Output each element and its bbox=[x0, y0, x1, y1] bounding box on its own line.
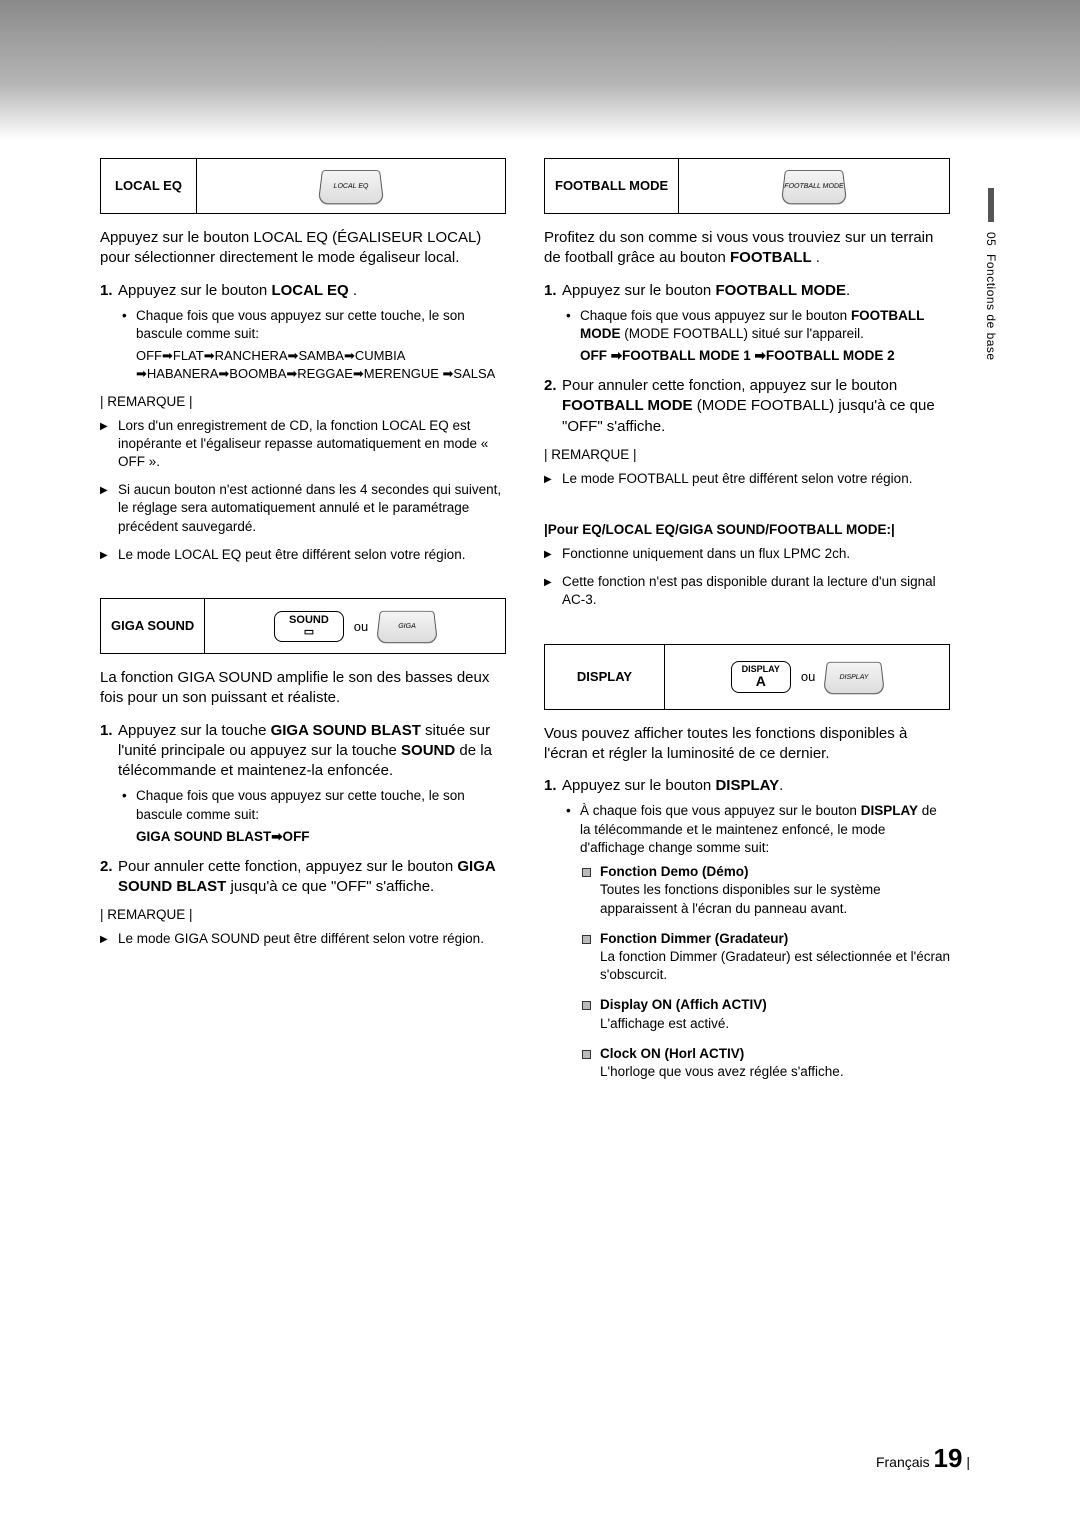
giga-sound-header: GIGA SOUND SOUND ▭ ou GIGA bbox=[100, 598, 506, 654]
display-button-icon: DISPLAY bbox=[823, 662, 885, 694]
chapter-title: Fonctions de base bbox=[984, 254, 998, 361]
giga-sound-note: Le mode GIGA SOUND peut être différent s… bbox=[118, 930, 506, 948]
display-step-1-sub: À chaque fois que vous appuyez sur le bo… bbox=[580, 802, 950, 1081]
local-eq-note: Le mode LOCAL EQ peut être différent sel… bbox=[118, 546, 506, 564]
football-intro: Profitez du son comme si vous vous trouv… bbox=[544, 228, 950, 269]
local-eq-intro: Appuyez sur le bouton LOCAL EQ (ÉGALISEU… bbox=[100, 228, 506, 269]
giga-sound-label: GIGA SOUND bbox=[101, 599, 205, 653]
display-label: DISPLAY bbox=[545, 645, 665, 709]
display-mode-item: Fonction Demo (Démo)Toutes les fonctions… bbox=[600, 863, 950, 918]
page-top-gradient bbox=[0, 0, 1080, 140]
display-remote-button-icon: DISPLAY A bbox=[731, 661, 791, 693]
giga-sound-note-header: | REMARQUE | bbox=[100, 907, 506, 922]
local-eq-note: Lors d'un enregistrement de CD, la fonct… bbox=[118, 417, 506, 472]
local-eq-note-header: | REMARQUE | bbox=[100, 394, 506, 409]
giga-sound-step-1: 1. Appuyez sur la touche GIGA SOUND BLAS… bbox=[118, 721, 506, 847]
or-text: ou bbox=[801, 669, 815, 684]
football-note: Le mode FOOTBALL peut être différent sel… bbox=[562, 470, 950, 488]
local-eq-step-1-sub: Chaque fois que vous appuyez sur cette t… bbox=[136, 307, 506, 384]
local-eq-sequence: OFF➡FLAT➡RANCHERA➡SAMBA➡CUMBIA ➡HABANERA… bbox=[136, 347, 506, 383]
giga-sound-button-icon: GIGA bbox=[376, 611, 438, 643]
giga-sound-sequence: GIGA SOUND BLAST➡OFF bbox=[136, 828, 506, 847]
football-step-1-sub: Chaque fois que vous appuyez sur le bout… bbox=[580, 307, 950, 366]
local-eq-label: LOCAL EQ bbox=[101, 159, 197, 213]
sound-remote-button-icon: SOUND ▭ bbox=[274, 611, 344, 642]
giga-sound-intro: La fonction GIGA SOUND amplifie le son d… bbox=[100, 668, 506, 709]
football-note-header: | REMARQUE | bbox=[544, 447, 950, 462]
display-mode-item: Clock ON (Horl ACTIV)L'horloge que vous … bbox=[600, 1045, 950, 1081]
combined-header: |Pour EQ/LOCAL EQ/GIGA SOUND/FOOTBALL MO… bbox=[544, 522, 950, 537]
chapter-side-tab: 05 Fonctions de base bbox=[982, 188, 1000, 368]
display-step-1: 1. Appuyez sur le bouton DISPLAY. À chaq… bbox=[562, 776, 950, 1081]
display-mode-item: Fonction Dimmer (Gradateur)La fonction D… bbox=[600, 930, 950, 985]
giga-sound-step-2: 2. Pour annuler cette fonction, appuyez … bbox=[118, 857, 506, 898]
page-footer: Français 19 | bbox=[876, 1443, 970, 1474]
page-number: 19 bbox=[934, 1443, 963, 1473]
local-eq-button-icon: LOCAL EQ bbox=[318, 170, 385, 204]
football-mode-button-icon: FOOTBALL MODE bbox=[781, 170, 848, 204]
or-text: ou bbox=[354, 619, 368, 634]
display-intro: Vous pouvez afficher toutes les fonction… bbox=[544, 724, 950, 765]
football-sequence: OFF ➡FOOTBALL MODE 1 ➡FOOTBALL MODE 2 bbox=[580, 347, 950, 366]
footer-bar: | bbox=[966, 1454, 970, 1470]
page-content: LOCAL EQ LOCAL EQ Appuyez sur le bouton … bbox=[100, 158, 950, 1093]
right-column: FOOTBALL MODE FOOTBALL MODE Profitez du … bbox=[544, 158, 950, 1093]
display-mode-item: Display ON (Affich ACTIV)L'affichage est… bbox=[600, 996, 950, 1032]
display-header: DISPLAY DISPLAY A ou DISPLAY bbox=[544, 644, 950, 710]
combined-note: Fonctionne uniquement dans un flux LPMC … bbox=[562, 545, 950, 563]
local-eq-step-1: 1. Appuyez sur le bouton LOCAL EQ . Chaq… bbox=[118, 281, 506, 384]
giga-sound-step-1-sub: Chaque fois que vous appuyez sur cette t… bbox=[136, 787, 506, 846]
left-column: LOCAL EQ LOCAL EQ Appuyez sur le bouton … bbox=[100, 158, 506, 1093]
football-step-1: 1. Appuyez sur le bouton FOOTBALL MODE. … bbox=[562, 281, 950, 367]
combined-note: Cette fonction n'est pas disponible dura… bbox=[562, 573, 950, 609]
football-mode-label: FOOTBALL MODE bbox=[545, 159, 679, 213]
local-eq-header: LOCAL EQ LOCAL EQ bbox=[100, 158, 506, 214]
football-mode-header: FOOTBALL MODE FOOTBALL MODE bbox=[544, 158, 950, 214]
chapter-number: 05 bbox=[984, 232, 998, 246]
football-step-2: 2. Pour annuler cette fonction, appuyez … bbox=[562, 376, 950, 437]
local-eq-note: Si aucun bouton n'est actionné dans les … bbox=[118, 481, 506, 536]
footer-language: Français bbox=[876, 1454, 930, 1470]
